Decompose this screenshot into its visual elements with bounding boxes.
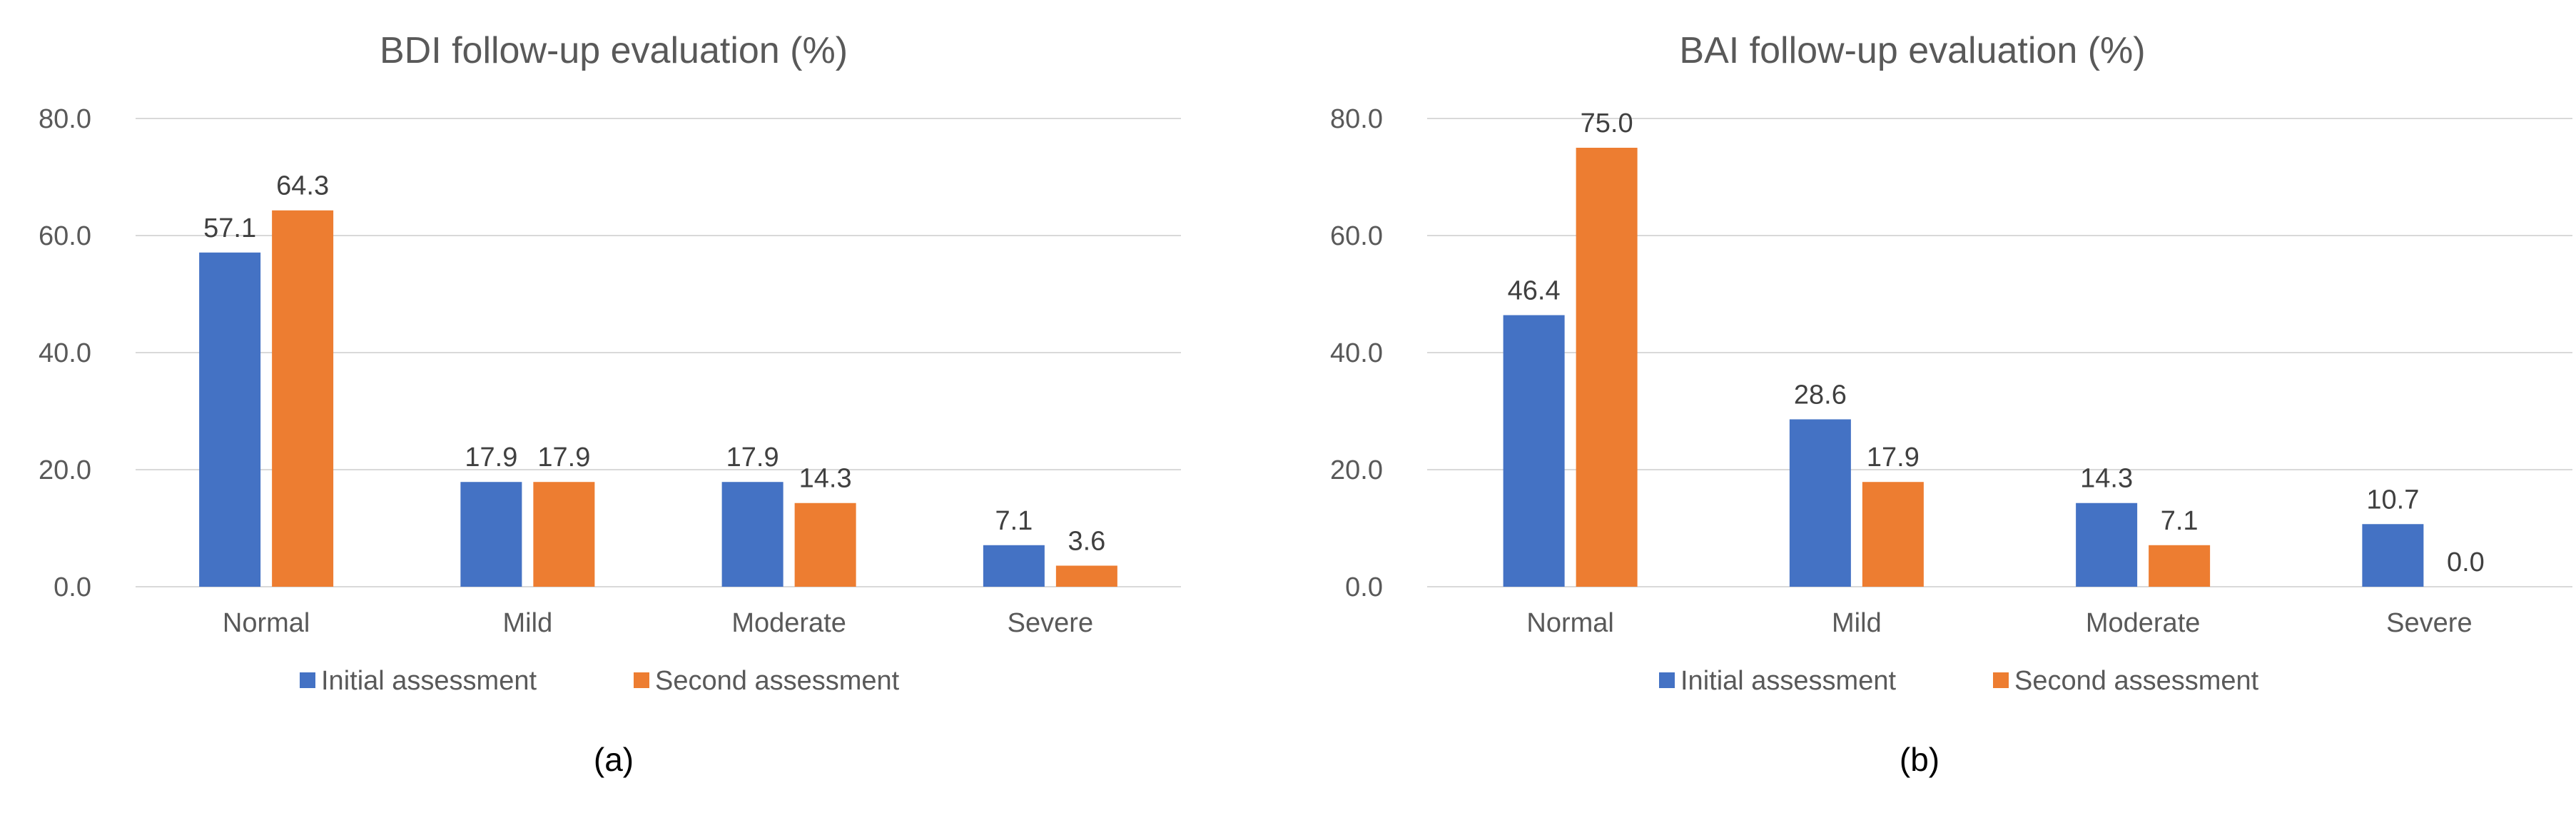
bar-initial bbox=[1789, 419, 1851, 587]
y-tick-label: 20.0 bbox=[1330, 455, 1383, 485]
bar-initial bbox=[1503, 315, 1565, 587]
y-tick-label: 40.0 bbox=[1330, 338, 1383, 368]
data-label: 17.9 bbox=[1867, 443, 1920, 473]
data-label: 28.6 bbox=[1794, 380, 1847, 410]
data-label: 14.3 bbox=[2080, 464, 2133, 494]
panel-label: (b) bbox=[1900, 741, 1939, 778]
chart-title: BAI follow-up evaluation (%) bbox=[1679, 30, 2145, 71]
bar-initial bbox=[721, 482, 784, 587]
bar-second bbox=[272, 210, 334, 587]
data-label: 57.1 bbox=[203, 213, 256, 243]
chart-bdi: BDI follow-up evaluation (%) 0.0 20.0 40.0 6… bbox=[39, 30, 1181, 778]
bar-initial bbox=[460, 482, 522, 587]
x-category-label: Moderate bbox=[731, 608, 846, 638]
bar-second bbox=[1576, 148, 1638, 587]
x-category-label: Severe bbox=[2386, 608, 2472, 638]
data-label: 17.9 bbox=[537, 443, 590, 473]
y-tick-label: 0.0 bbox=[1345, 572, 1383, 602]
legend-label: Initial assessment bbox=[1680, 666, 1896, 696]
data-label: 64.3 bbox=[276, 171, 329, 201]
data-label: 46.4 bbox=[1508, 276, 1561, 306]
legend-label: Second assessment bbox=[2014, 666, 2259, 696]
legend-swatch bbox=[634, 672, 649, 688]
bar-initial bbox=[983, 545, 1045, 587]
bar-initial bbox=[2076, 503, 2138, 587]
x-category-label: Normal bbox=[1526, 608, 1613, 638]
bar-initial bbox=[199, 252, 261, 587]
y-tick-label: 60.0 bbox=[1330, 221, 1383, 251]
chart-title: BDI follow-up evaluation (%) bbox=[380, 30, 848, 71]
x-category-label: Normal bbox=[223, 608, 310, 638]
data-label: 7.1 bbox=[2161, 506, 2199, 536]
y-tick-label: 0.0 bbox=[54, 572, 91, 602]
data-label: 10.7 bbox=[2366, 485, 2419, 515]
bar-second bbox=[2149, 545, 2211, 587]
data-label: 3.6 bbox=[1068, 526, 1105, 556]
chart-bai: BAI follow-up evaluation (%) 0.0 20.0 40.0 6… bbox=[1330, 30, 2572, 778]
bar-second bbox=[1862, 482, 1924, 587]
bar-second bbox=[794, 503, 856, 587]
bar-second bbox=[533, 482, 595, 587]
legend-label: Initial assessment bbox=[321, 666, 537, 696]
legend-swatch bbox=[1659, 672, 1675, 688]
legend-swatch bbox=[300, 672, 315, 688]
data-label: 17.9 bbox=[726, 443, 779, 473]
bar-initial bbox=[2362, 524, 2424, 587]
data-label: 17.9 bbox=[465, 443, 517, 473]
x-category-label: Severe bbox=[1008, 608, 1093, 638]
y-tick-label: 20.0 bbox=[39, 455, 91, 485]
y-tick-label: 60.0 bbox=[39, 221, 91, 251]
x-category-label: Mild bbox=[1832, 608, 1882, 638]
y-tick-label: 80.0 bbox=[39, 104, 91, 134]
x-category-label: Moderate bbox=[2086, 608, 2201, 638]
x-category-label: Mild bbox=[503, 608, 553, 638]
data-label: 75.0 bbox=[1581, 108, 1633, 138]
data-label: 7.1 bbox=[995, 506, 1033, 536]
data-label: 14.3 bbox=[799, 464, 852, 494]
y-tick-label: 40.0 bbox=[39, 338, 91, 368]
data-label: 0.0 bbox=[2447, 547, 2485, 577]
bar-second bbox=[1055, 565, 1117, 587]
panel-label: (a) bbox=[594, 741, 634, 778]
y-tick-label: 80.0 bbox=[1330, 104, 1383, 134]
legend-swatch bbox=[1993, 672, 2009, 688]
legend-label: Second assessment bbox=[655, 666, 900, 696]
